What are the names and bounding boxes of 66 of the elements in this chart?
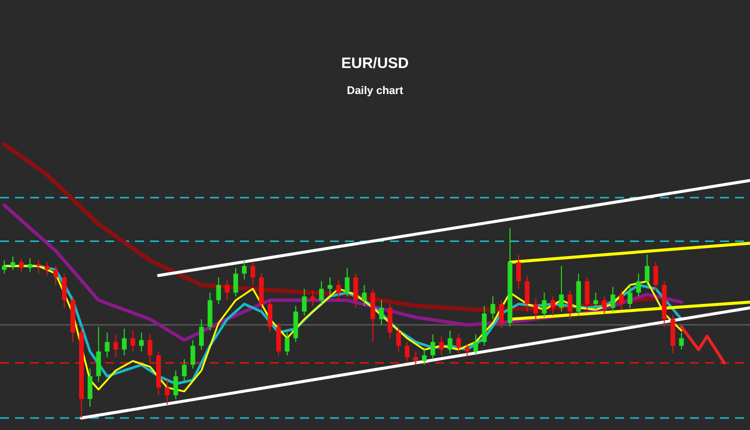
candlestick xyxy=(10,256,16,270)
candlestick xyxy=(499,300,504,330)
candlestick xyxy=(104,332,110,358)
candlestick xyxy=(550,296,556,316)
candlestick xyxy=(268,300,272,333)
candlestick xyxy=(122,328,127,356)
candlestick xyxy=(344,267,350,297)
candlestick xyxy=(139,332,144,352)
chart-subtitle: Daily chart xyxy=(346,85,404,97)
candlestick xyxy=(679,332,684,350)
candlestick xyxy=(448,330,452,354)
candlestick xyxy=(430,334,436,360)
candlestick xyxy=(19,258,24,272)
candlestick xyxy=(593,292,598,310)
candlestick xyxy=(336,278,341,301)
candlestick xyxy=(533,298,538,320)
candlestick xyxy=(413,351,418,366)
candlestick xyxy=(88,368,92,408)
candlestick xyxy=(224,278,230,301)
candlestick xyxy=(319,280,324,304)
candlestick xyxy=(250,262,256,286)
candlestick xyxy=(456,334,461,354)
candlestick xyxy=(173,370,178,400)
candlestick xyxy=(422,347,427,366)
candlestick xyxy=(559,266,564,312)
candlestick xyxy=(284,332,290,356)
chart-title: EUR/USD xyxy=(341,55,409,72)
candlestick xyxy=(542,292,547,318)
candlestick xyxy=(216,276,221,304)
candlestick xyxy=(53,266,58,286)
candlestick xyxy=(233,267,238,297)
candlestick xyxy=(396,326,401,352)
candlestick xyxy=(464,343,470,358)
candlestick xyxy=(584,276,590,310)
candlestick xyxy=(353,273,358,308)
candlestick xyxy=(516,254,521,290)
candlestick xyxy=(164,380,170,406)
candlestick xyxy=(44,262,50,276)
candlestick xyxy=(610,286,616,312)
candlestick xyxy=(148,334,152,364)
candlestick xyxy=(302,288,307,316)
candlestick xyxy=(242,260,247,280)
candlestick xyxy=(473,334,478,356)
candlestick xyxy=(644,254,650,286)
candlestick xyxy=(130,330,136,352)
candlestick xyxy=(602,296,607,314)
candlestick xyxy=(362,284,367,306)
candlestick xyxy=(404,342,410,362)
candlestick xyxy=(199,318,204,350)
candlestick xyxy=(653,262,658,292)
candlestick xyxy=(490,296,496,320)
candlestick xyxy=(36,260,41,274)
candlestick xyxy=(328,276,332,295)
candlestick xyxy=(628,284,632,308)
candlestick xyxy=(379,300,384,326)
candlestick xyxy=(113,334,118,358)
candlestick xyxy=(182,358,187,382)
candlestick xyxy=(190,340,196,370)
candlestick xyxy=(636,273,641,297)
candlestick xyxy=(2,260,7,274)
candlestick xyxy=(28,258,32,272)
candlestick xyxy=(439,336,444,356)
candlestick xyxy=(62,273,67,308)
candlestick xyxy=(568,290,572,320)
candlestick xyxy=(524,275,530,312)
candlestick xyxy=(619,290,624,310)
